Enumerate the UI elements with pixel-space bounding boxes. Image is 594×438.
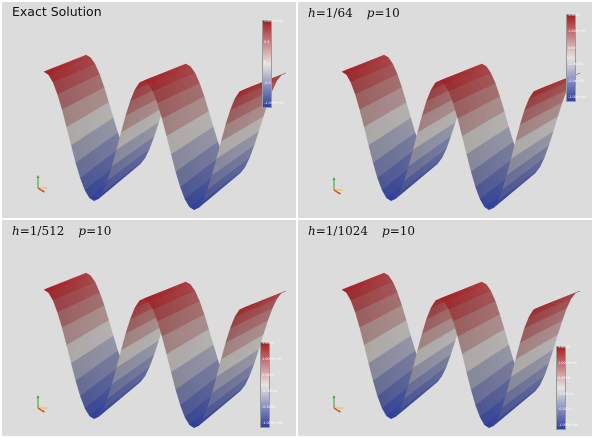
colorbar-tick-label: -0.0015e <box>558 391 574 396</box>
colorbar-tick-label: 1.00e0 <box>568 13 580 17</box>
xyz-axes-icon <box>36 175 47 193</box>
colorbar-tick-label: -0.5023 <box>558 407 572 412</box>
panel-title: h=1/512 p=10 <box>12 224 112 238</box>
colorbar-tick-label: 0.5 <box>264 39 270 44</box>
panel-title: h=1/1024 p=10 <box>308 224 416 238</box>
colorbar-tick-label: -0.5 <box>264 80 271 85</box>
colorbar <box>556 346 566 430</box>
colorbar-tick-label: 1.000e+00 <box>264 19 283 23</box>
surface-patch <box>239 305 249 310</box>
colorbar-tick-label: 1.000e+00 <box>558 360 577 365</box>
colorbar-tick-label: -1.00e+00 <box>568 95 587 99</box>
panel-h-1-512: h=1/512 p=10 1.00e0 1.000e+00 0.5003 -0.0014… <box>2 220 296 436</box>
colorbar-tick-label: -0.5026 <box>262 405 276 409</box>
colorbar-tick-label: -0.5e-01 <box>568 62 583 67</box>
surface-plot <box>341 54 581 211</box>
panel-title: Exact Solution <box>12 4 102 19</box>
surface-plot <box>43 54 287 211</box>
colorbar-tick-label: 1.00e0 <box>558 345 570 349</box>
surface-patch <box>239 87 249 92</box>
colorbar-tick-label: -0.5e+00 <box>568 78 584 83</box>
surface-patch <box>533 87 543 92</box>
xyz-axes-icon <box>332 395 343 413</box>
surface-plot <box>43 272 287 429</box>
colorbar-tick-label: 1.000e+00 <box>262 357 281 361</box>
colorbar-tick-label: 1.00e0 <box>262 341 274 345</box>
colorbar-tick-label: -1.000e+00 <box>558 423 579 427</box>
colorbar-tick-label: -1.000e+00 <box>262 421 283 425</box>
colorbar-tick-label: 1.00e+00 <box>568 29 585 34</box>
colorbar <box>566 14 576 102</box>
colorbar-tick-label: -0.0014e <box>262 389 278 393</box>
colorbar-tick-label: 0 <box>264 60 267 64</box>
colorbar-tick-label: -1.000e+00 <box>264 101 285 105</box>
colorbar-tick-label: 0.5003 <box>262 373 274 377</box>
colorbar <box>260 342 270 428</box>
panel-title: h=1/64 p=10 <box>308 6 400 20</box>
xyz-axes-icon <box>332 177 343 195</box>
colorbar <box>262 20 272 108</box>
xyz-axes-icon <box>36 395 47 413</box>
panel-h-1-1024: h=1/1024 p=10 1.00e0 1.000e+00 0.4996 -0.001… <box>298 220 592 436</box>
surface-plot <box>341 272 581 429</box>
colorbar-tick-label: 0.4996 <box>558 376 570 381</box>
panel-h-1-64: h=1/64 p=10 1.00e0 1.00e+00 0.50 -0.5e-01 -0.… <box>298 2 592 218</box>
surface-patch <box>533 305 543 310</box>
panel-exact-solution: Exact Solution 1.000e+00 0.5 0 -0.5 -1.000e+… <box>2 2 296 218</box>
colorbar-tick-label: 0.50 <box>568 45 576 50</box>
